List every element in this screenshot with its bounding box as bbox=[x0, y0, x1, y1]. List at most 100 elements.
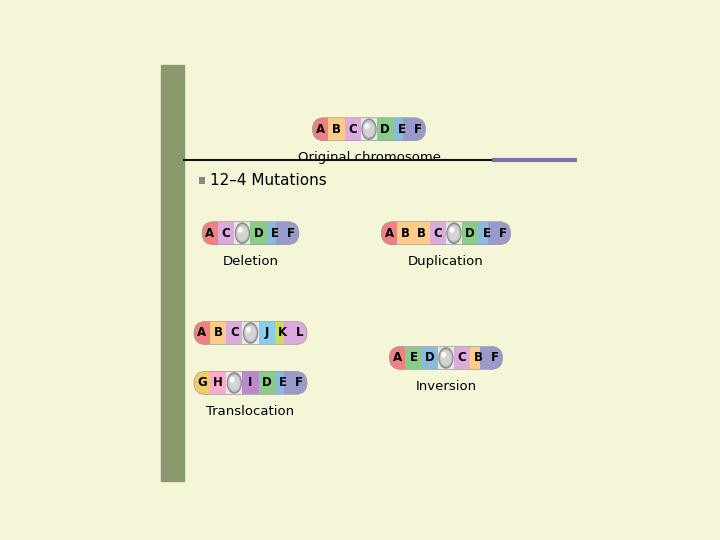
Bar bbox=[218, 222, 234, 245]
Bar bbox=[210, 222, 225, 245]
FancyBboxPatch shape bbox=[276, 222, 299, 245]
Text: F: F bbox=[287, 227, 295, 240]
FancyBboxPatch shape bbox=[202, 222, 299, 245]
Ellipse shape bbox=[441, 351, 451, 365]
Ellipse shape bbox=[447, 223, 461, 243]
Text: B: B bbox=[332, 123, 341, 136]
Bar bbox=[390, 222, 404, 245]
Text: D: D bbox=[465, 227, 475, 240]
Ellipse shape bbox=[230, 377, 234, 382]
Bar bbox=[454, 347, 470, 369]
Ellipse shape bbox=[238, 228, 242, 232]
FancyBboxPatch shape bbox=[194, 372, 217, 394]
FancyBboxPatch shape bbox=[390, 347, 503, 369]
Ellipse shape bbox=[228, 373, 241, 393]
FancyBboxPatch shape bbox=[480, 347, 503, 369]
Bar bbox=[243, 372, 258, 394]
Text: E: E bbox=[397, 123, 405, 136]
Text: E: E bbox=[271, 227, 279, 240]
Ellipse shape bbox=[449, 226, 459, 240]
Text: C: C bbox=[458, 352, 467, 365]
Bar bbox=[430, 222, 446, 245]
FancyBboxPatch shape bbox=[284, 321, 307, 345]
FancyBboxPatch shape bbox=[390, 347, 413, 369]
Bar bbox=[275, 372, 291, 394]
Text: F: F bbox=[295, 376, 303, 389]
FancyBboxPatch shape bbox=[284, 372, 307, 394]
Bar bbox=[345, 118, 361, 141]
Text: D: D bbox=[380, 123, 390, 136]
Text: Deletion: Deletion bbox=[222, 255, 279, 268]
FancyBboxPatch shape bbox=[194, 321, 217, 345]
Text: Duplication: Duplication bbox=[408, 255, 484, 268]
Bar bbox=[210, 372, 226, 394]
Text: D: D bbox=[262, 376, 271, 389]
Bar bbox=[202, 321, 217, 345]
Ellipse shape bbox=[363, 120, 375, 138]
Bar bbox=[284, 321, 292, 345]
Text: J: J bbox=[264, 327, 269, 340]
Bar bbox=[422, 347, 438, 369]
Bar bbox=[284, 372, 292, 394]
Bar bbox=[393, 118, 410, 141]
Ellipse shape bbox=[236, 225, 248, 242]
Text: 12–4 Mutations: 12–4 Mutations bbox=[210, 173, 327, 188]
Bar bbox=[276, 222, 284, 245]
Text: A: A bbox=[392, 352, 402, 365]
Text: C: C bbox=[433, 227, 442, 240]
Text: K: K bbox=[279, 327, 287, 340]
Text: E: E bbox=[410, 352, 418, 365]
Bar bbox=[258, 372, 275, 394]
Bar bbox=[266, 222, 283, 245]
Bar bbox=[251, 222, 266, 245]
Text: A: A bbox=[316, 123, 325, 136]
FancyBboxPatch shape bbox=[312, 118, 426, 141]
Text: B: B bbox=[474, 352, 483, 365]
Bar bbox=[226, 321, 243, 345]
Text: F: F bbox=[414, 123, 422, 136]
Text: B: B bbox=[417, 227, 426, 240]
FancyBboxPatch shape bbox=[194, 372, 307, 394]
Text: D: D bbox=[253, 227, 264, 240]
Text: D: D bbox=[425, 352, 435, 365]
Bar bbox=[413, 222, 430, 245]
FancyBboxPatch shape bbox=[402, 118, 426, 141]
Bar bbox=[210, 321, 226, 345]
FancyBboxPatch shape bbox=[382, 222, 404, 245]
Bar bbox=[487, 222, 495, 245]
Text: A: A bbox=[197, 327, 207, 340]
Bar bbox=[320, 118, 336, 141]
Bar bbox=[397, 347, 413, 369]
FancyBboxPatch shape bbox=[194, 321, 307, 345]
Text: Translocation: Translocation bbox=[207, 404, 294, 418]
Text: Inversion: Inversion bbox=[415, 380, 477, 393]
Ellipse shape bbox=[440, 349, 452, 367]
Ellipse shape bbox=[230, 376, 239, 390]
FancyBboxPatch shape bbox=[312, 118, 336, 141]
Bar bbox=[258, 321, 275, 345]
Ellipse shape bbox=[238, 226, 247, 240]
Bar bbox=[328, 118, 345, 141]
Text: A: A bbox=[384, 227, 394, 240]
Ellipse shape bbox=[362, 119, 376, 139]
Bar bbox=[402, 118, 410, 141]
Text: G: G bbox=[197, 376, 207, 389]
Ellipse shape bbox=[442, 353, 446, 357]
Text: L: L bbox=[295, 327, 303, 340]
Bar bbox=[462, 222, 478, 245]
Text: Original chromosome: Original chromosome bbox=[297, 151, 441, 164]
Ellipse shape bbox=[364, 122, 374, 136]
Text: B: B bbox=[401, 227, 410, 240]
Text: H: H bbox=[213, 376, 223, 389]
Bar bbox=[478, 222, 495, 245]
Bar bbox=[161, 65, 184, 481]
Ellipse shape bbox=[245, 325, 256, 342]
Text: C: C bbox=[348, 123, 357, 136]
Bar bbox=[480, 347, 487, 369]
Text: C: C bbox=[230, 327, 238, 340]
Bar bbox=[377, 118, 393, 141]
Text: I: I bbox=[248, 376, 253, 389]
Text: E: E bbox=[279, 376, 287, 389]
Ellipse shape bbox=[365, 124, 369, 129]
Bar bbox=[199, 177, 205, 184]
